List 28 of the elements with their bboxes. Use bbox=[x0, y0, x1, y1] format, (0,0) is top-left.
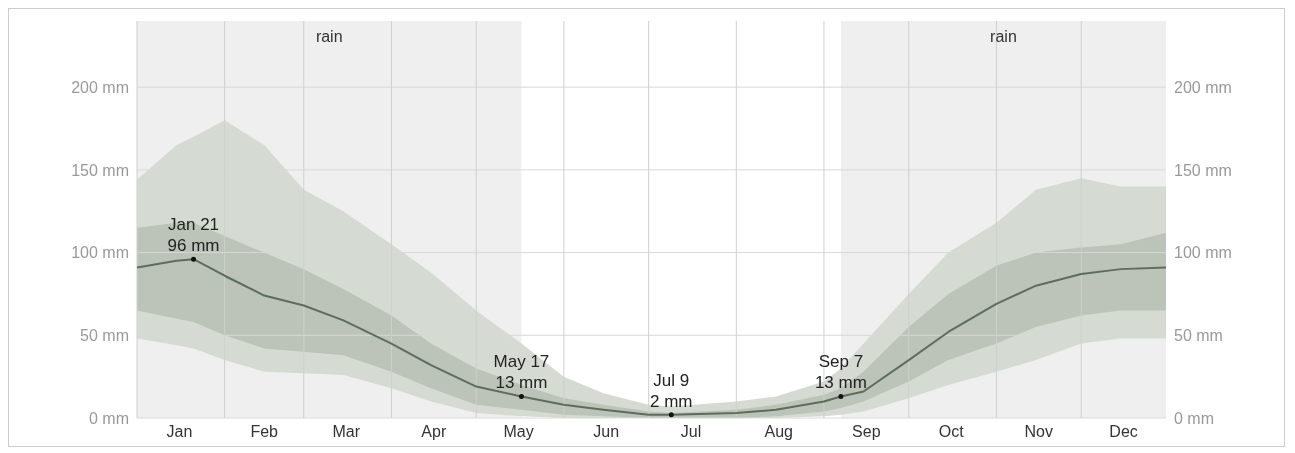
y2-tick-label: 200 mm bbox=[1174, 78, 1232, 96]
x-tick-label: Aug bbox=[764, 423, 793, 441]
y-tick-label: 0 mm bbox=[89, 409, 129, 427]
y-tick-label: 100 mm bbox=[71, 244, 129, 262]
annotation: Sep 7 13 mm bbox=[814, 352, 867, 393]
annotation: May 17 13 mm bbox=[493, 352, 550, 393]
y2-tick-label: 0 mm bbox=[1174, 409, 1214, 427]
x-tick-label: Feb bbox=[250, 423, 279, 441]
annotation: Jul 9 2 mm bbox=[650, 370, 693, 411]
x-tick-label: Oct bbox=[938, 423, 965, 441]
x-tick-label: May bbox=[503, 423, 534, 441]
y2-tick-label: 150 mm bbox=[1174, 161, 1232, 179]
x-tick-label: Mar bbox=[332, 423, 361, 441]
x-tick-label: Apr bbox=[421, 423, 447, 441]
annotation: Jan 21 96 mm bbox=[167, 215, 220, 256]
x-tick-label: Jul bbox=[680, 423, 702, 441]
x-tick-label: Jun bbox=[593, 423, 620, 441]
y-tick-label: 50 mm bbox=[80, 326, 129, 344]
x-tick-label: Nov bbox=[1024, 423, 1054, 441]
y2-tick-label: 100 mm bbox=[1174, 244, 1232, 262]
band-label: rain bbox=[315, 28, 343, 46]
band-label: rain bbox=[990, 28, 1017, 46]
x-tick-label: Dec bbox=[1109, 423, 1138, 441]
y2-tick-label: 50 mm bbox=[1174, 326, 1223, 344]
x-tick-label: Sep bbox=[852, 423, 881, 441]
y-tick-label: 150 mm bbox=[71, 161, 129, 179]
y-tick-label: 200 mm bbox=[71, 78, 129, 96]
x-tick-label: Jan bbox=[166, 423, 193, 441]
